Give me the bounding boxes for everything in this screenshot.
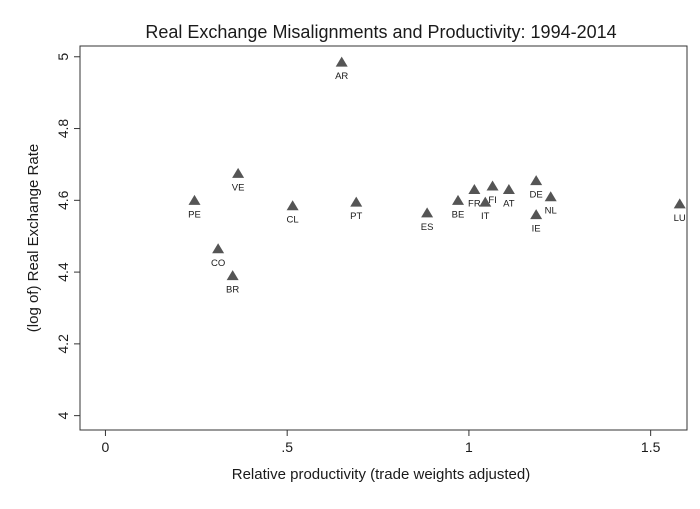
data-point-cl [286, 200, 299, 211]
data-point-es [421, 207, 434, 218]
y-tick-label: 4.6 [55, 190, 71, 210]
point-label-fi: FI [488, 195, 496, 206]
data-point-br [226, 270, 239, 281]
data-point-fi [486, 180, 499, 191]
chart-title: Real Exchange Misalignments and Producti… [145, 22, 616, 42]
point-label-co: CO [211, 258, 225, 269]
x-axis: 0 .5 1 1.5 [102, 430, 661, 455]
data-point-ve [232, 167, 245, 178]
point-label-it: IT [481, 211, 490, 222]
data-point-ie [530, 209, 543, 220]
y-axis: 4 4.2 4.4 4.6 4.8 5 [55, 53, 80, 420]
data-point-at [502, 184, 515, 195]
x-axis-label: Relative productivity (trade weights adj… [232, 466, 530, 483]
point-label-es: ES [421, 222, 434, 233]
x-tick-label: .5 [281, 439, 293, 455]
plot-frame [79, 45, 688, 431]
point-label-pt: PT [350, 211, 362, 222]
y-tick-label: 4.8 [55, 119, 71, 139]
data-point-co [212, 243, 225, 254]
point-label-fr: FR [468, 199, 481, 210]
data-point-fr [468, 184, 481, 195]
y-tick-label: 5 [55, 53, 71, 61]
x-tick-label: 1.5 [641, 439, 661, 455]
y-tick-label: 4.2 [55, 334, 71, 354]
point-label-br: BR [226, 285, 239, 296]
y-tick-label: 4 [55, 412, 71, 420]
point-label-lu: LU [674, 213, 686, 224]
point-label-cl: CL [287, 215, 299, 226]
point-label-nl: NL [545, 206, 557, 217]
x-tick-label: 0 [102, 439, 110, 455]
y-axis-label: (log of) Real Exchange Rate [25, 144, 42, 332]
point-label-ar: AR [335, 71, 348, 82]
data-point-be [452, 194, 465, 205]
x-tick-label: 1 [465, 439, 473, 455]
data-point-nl [544, 191, 557, 202]
data-point-lu [673, 198, 686, 209]
data-point-it [479, 196, 492, 207]
point-label-ie: IE [532, 224, 541, 235]
point-label-pe: PE [188, 209, 201, 220]
point-label-de: DE [530, 190, 543, 201]
y-tick-label: 4.4 [55, 262, 71, 282]
data-point-pe [188, 194, 201, 205]
point-label-be: BE [452, 209, 465, 220]
point-label-at: AT [503, 199, 515, 210]
data-point-de [530, 175, 543, 186]
data-point-pt [350, 196, 363, 207]
point-label-ve: VE [232, 182, 245, 193]
data-point-ar [335, 56, 348, 67]
